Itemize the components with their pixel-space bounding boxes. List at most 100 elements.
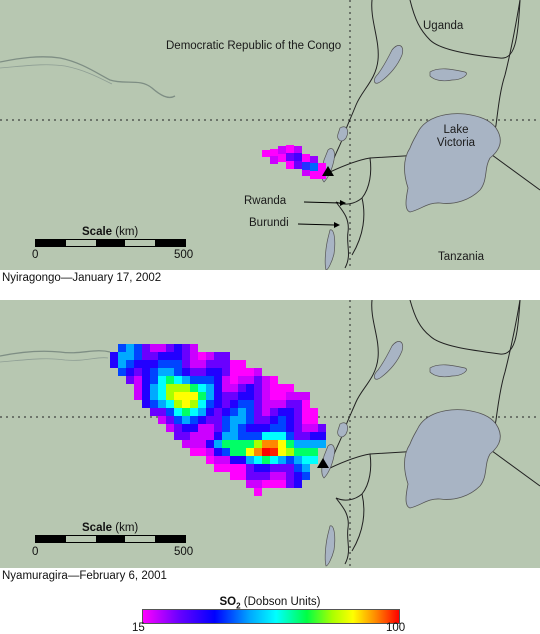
so2-pixel	[126, 344, 134, 352]
so2-pixel	[238, 416, 246, 424]
so2-pixel	[254, 400, 262, 408]
so2-pixel	[118, 344, 126, 352]
so2-pixel	[214, 352, 222, 360]
label-drc: Democratic Republic of the Congo	[166, 40, 342, 52]
so2-pixel	[198, 400, 206, 408]
so2-pixel	[270, 384, 278, 392]
so2-pixel	[182, 424, 190, 432]
so2-pixel	[270, 376, 278, 384]
so2-pixel	[262, 384, 270, 392]
so2-pixel	[286, 432, 294, 440]
so2-pixel	[198, 432, 206, 440]
so2-pixel	[182, 416, 190, 424]
so2-pixel	[158, 360, 166, 368]
so2-pixel	[302, 432, 310, 440]
so2-pixel	[222, 456, 230, 464]
so2-pixel	[222, 392, 230, 400]
so2-pixel	[302, 448, 310, 456]
so2-pixel	[302, 440, 310, 448]
so2-pixel	[150, 408, 158, 416]
lake-edward	[337, 422, 348, 438]
so2-pixel	[246, 400, 254, 408]
so2-pixel	[302, 408, 310, 416]
so2-pixel	[182, 432, 190, 440]
so2-pixel	[166, 424, 174, 432]
border-uganda-north	[409, 0, 521, 59]
so2-pixel	[246, 416, 254, 424]
so2-pixel	[158, 376, 166, 384]
so2-pixel	[166, 344, 174, 352]
so2-pixel	[302, 464, 310, 472]
so2-pixel	[262, 440, 270, 448]
so2-pixel	[294, 432, 302, 440]
border-uganda-north	[409, 300, 521, 355]
so2-pixel	[190, 376, 198, 384]
border-kenya-tanzania	[487, 151, 540, 191]
so2-pixel	[214, 376, 222, 384]
lake-tanganyika	[324, 525, 336, 567]
so2-pixel	[158, 400, 166, 408]
scale-min: 0	[32, 546, 39, 558]
so2-pixel	[190, 360, 198, 368]
so2-pixel	[134, 376, 142, 384]
so2-pixel	[230, 392, 238, 400]
so2-pixel	[270, 408, 278, 416]
border-rwanda	[329, 157, 372, 205]
lake-victoria	[404, 113, 501, 213]
so2-pixel	[246, 464, 254, 472]
border-burundi	[335, 201, 349, 269]
map-base-top	[0, 0, 540, 270]
caption-nyiragongo: Nyiragongo—January 17, 2002	[2, 272, 162, 284]
so2-pixel	[238, 408, 246, 416]
so2-pixel	[222, 440, 230, 448]
so2-pixel	[198, 424, 206, 432]
so2-pixel	[174, 416, 182, 424]
so2-pixel	[278, 400, 286, 408]
so2-pixel	[214, 448, 222, 456]
so2-pixel	[118, 352, 126, 360]
so2-pixel	[182, 400, 190, 408]
so2-pixel	[286, 416, 294, 424]
so2-pixel	[246, 368, 254, 376]
so2-pixel	[294, 472, 302, 480]
so2-pixel	[278, 392, 286, 400]
so2-pixel	[198, 360, 206, 368]
so2-pixel	[222, 368, 230, 376]
so2-pixel	[174, 400, 182, 408]
so2-pixel	[214, 456, 222, 464]
so2-pixel	[310, 424, 318, 432]
so2-pixel	[182, 392, 190, 400]
so2-pixel	[206, 408, 214, 416]
so2-pixel	[230, 416, 238, 424]
so2-pixel	[286, 448, 294, 456]
so2-pixel	[238, 472, 246, 480]
so2-pixel	[182, 368, 190, 376]
so2-pixel	[238, 376, 246, 384]
so2-pixel	[150, 384, 158, 392]
so2-pixel	[310, 456, 318, 464]
so2-pixel	[166, 376, 174, 384]
so2-pixel	[230, 424, 238, 432]
so2-pixel	[206, 400, 214, 408]
so2-pixel	[222, 424, 230, 432]
so2-pixel	[166, 408, 174, 416]
so2-pixel	[174, 344, 182, 352]
so2-plume-nyiragongo	[262, 145, 326, 179]
so2-pixel	[302, 400, 310, 408]
so2-pixel	[318, 424, 326, 432]
so2-pixel	[230, 408, 238, 416]
so2-pixel	[198, 416, 206, 424]
so2-pixel	[254, 472, 262, 480]
so2-pixel	[150, 392, 158, 400]
so2-pixel	[230, 400, 238, 408]
so2-pixel	[262, 432, 270, 440]
so2-pixel	[118, 368, 126, 376]
scale-min: 0	[32, 249, 39, 261]
so2-pixel	[206, 432, 214, 440]
so2-pixel	[190, 424, 198, 432]
so2-pixel	[230, 472, 238, 480]
so2-pixel	[142, 368, 150, 376]
so2-pixel	[198, 376, 206, 384]
so2-pixel	[270, 456, 278, 464]
so2-pixel	[166, 352, 174, 360]
